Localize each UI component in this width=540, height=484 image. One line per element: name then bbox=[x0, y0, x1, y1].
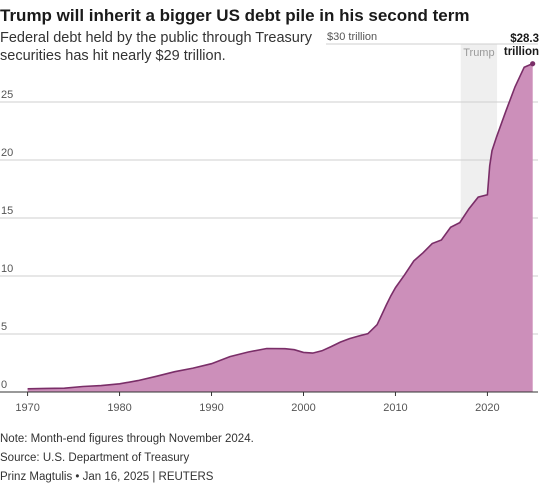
debt-line bbox=[27, 62, 533, 390]
y-tick-label: 15 bbox=[1, 205, 13, 217]
y-tick-label: 0 bbox=[1, 379, 7, 391]
y-tick-label: 10 bbox=[1, 263, 13, 275]
debt-area bbox=[27, 63, 533, 392]
end-unit-label: trillion bbox=[504, 46, 539, 58]
y-tick-label: 25 bbox=[1, 89, 13, 101]
chart-note: Note: Month-end figures through November… bbox=[0, 433, 254, 445]
y-tick-label: 20 bbox=[1, 147, 13, 159]
x-tick-label: 1970 bbox=[15, 402, 39, 414]
end-value-label: $28.3 bbox=[510, 33, 539, 45]
y-tick-label: $30 trillion bbox=[327, 31, 377, 43]
chart-source: Source: U.S. Department of Treasury bbox=[0, 452, 190, 464]
x-tick-label: 1990 bbox=[199, 402, 223, 414]
x-tick-label: 2010 bbox=[383, 402, 407, 414]
y-tick-label: 5 bbox=[1, 321, 7, 333]
chart-credit: Prinz Magtulis • Jan 16, 2025 | REUTERS bbox=[0, 471, 214, 483]
x-tick-label: 2020 bbox=[475, 402, 499, 414]
shaded-period-label: Trump bbox=[463, 47, 494, 59]
chart-title: Trump will inherit a bigger US debt pile… bbox=[0, 6, 470, 25]
debt-area-chart: Trump 0 5 10 15 20 25 $30 trillion $28.3trillion… bbox=[0, 31, 539, 414]
x-tick-label: 2000 bbox=[291, 402, 315, 414]
x-tick-label: 1980 bbox=[107, 402, 131, 414]
chart-subtitle: Federal debt held by the public through … bbox=[0, 30, 312, 64]
end-point bbox=[530, 61, 536, 67]
